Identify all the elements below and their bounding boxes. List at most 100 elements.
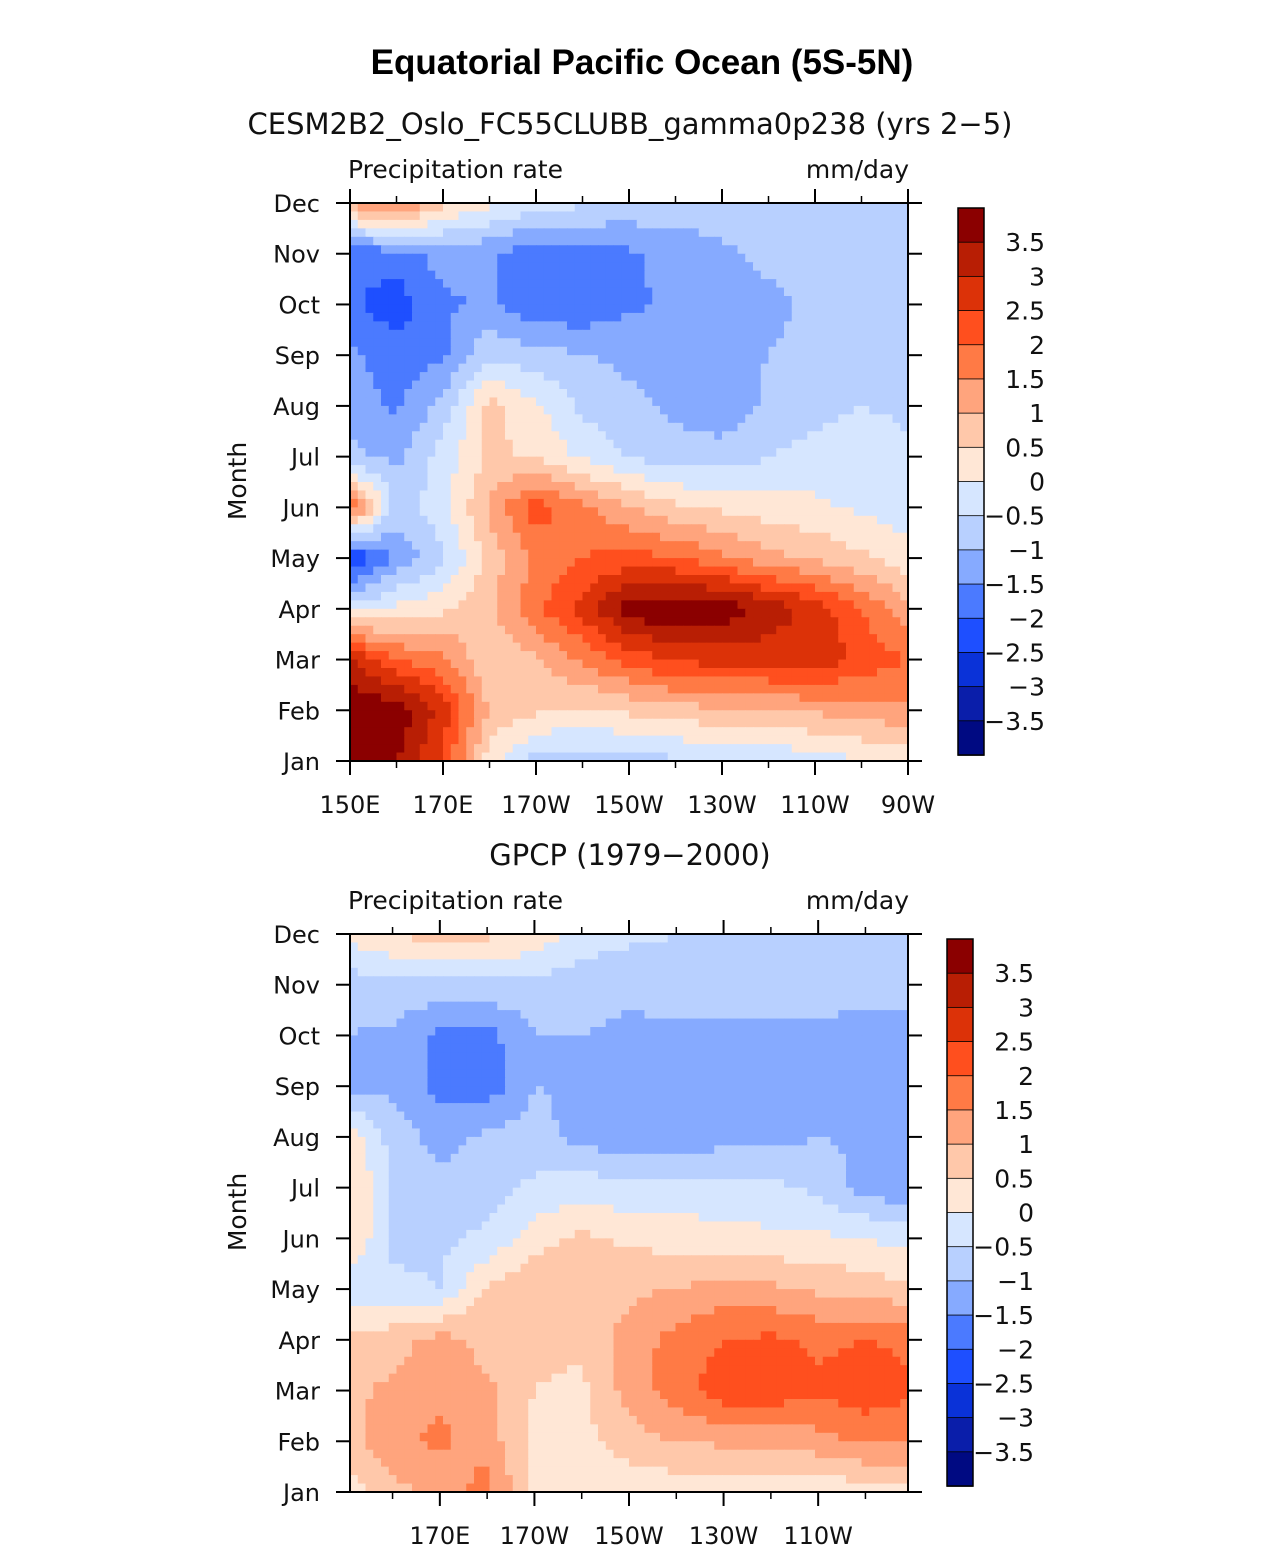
- heat-cell: [745, 439, 754, 449]
- heat-cell: [737, 735, 746, 745]
- heat-cell: [435, 448, 444, 458]
- heat-cell: [443, 727, 452, 737]
- heat-cell: [450, 541, 460, 551]
- heat-cell: [768, 482, 777, 492]
- heat-cell: [574, 304, 584, 314]
- heat-cell: [621, 659, 630, 669]
- heat-cell: [350, 431, 359, 441]
- heat-cell: [698, 575, 708, 585]
- heat-cell: [474, 380, 483, 390]
- heat-cell: [768, 380, 777, 390]
- heat-cell: [853, 219, 863, 229]
- heat-cell: [737, 473, 746, 483]
- heat-cell: [350, 651, 359, 661]
- heat-cell: [613, 507, 622, 517]
- heat-cell: [505, 727, 514, 737]
- heat-cell: [892, 642, 901, 652]
- heat-cell: [450, 304, 460, 314]
- heat-cell: [489, 363, 498, 373]
- heat-cell: [357, 253, 367, 263]
- heat-cell: [396, 389, 405, 399]
- heat-cell: [629, 473, 638, 483]
- heat-cell: [776, 942, 785, 952]
- heat-cell: [497, 465, 506, 475]
- heat-cell: [698, 329, 708, 339]
- heat-cell: [729, 642, 739, 652]
- heat-cell: [528, 304, 537, 314]
- heat-cell: [590, 346, 599, 356]
- heat-cell: [667, 507, 677, 517]
- heat-cell: [714, 651, 723, 661]
- heat-cell: [381, 744, 390, 754]
- heat-cell: [714, 676, 723, 686]
- heat-cell: [753, 312, 762, 322]
- heat-cell: [559, 942, 568, 952]
- heat-cell: [830, 482, 839, 492]
- heat-cell: [683, 439, 692, 449]
- heat-cell: [574, 405, 584, 415]
- heat-cell: [412, 524, 421, 534]
- heat-cell: [605, 465, 615, 475]
- heat-cell: [660, 482, 669, 492]
- heat-cell: [536, 625, 545, 635]
- heat-cell: [745, 312, 754, 322]
- heat-cell: [458, 693, 467, 703]
- heat-cell: [512, 456, 522, 466]
- heat-cell: [598, 448, 607, 458]
- heat-cell: [543, 211, 553, 221]
- heat-cell: [698, 684, 708, 694]
- heat-cell: [830, 279, 839, 289]
- heat-cell: [729, 287, 739, 297]
- heat-cell: [900, 321, 909, 331]
- heat-cell: [698, 752, 708, 762]
- heat-cell: [489, 203, 498, 213]
- heat-cell: [350, 744, 359, 754]
- heat-cell: [357, 642, 367, 652]
- heat-cell: [644, 617, 653, 627]
- heat-cell: [760, 625, 770, 635]
- heat-cell: [412, 363, 421, 373]
- heat-cell: [698, 380, 708, 390]
- heat-cell: [381, 380, 390, 390]
- heat-cell: [613, 482, 622, 492]
- heat-cell: [536, 482, 545, 492]
- heat-cell: [605, 380, 615, 390]
- heat-cell: [621, 735, 630, 745]
- heat-cell: [466, 355, 475, 365]
- heat-cell: [396, 355, 405, 365]
- heat-cell: [598, 304, 607, 314]
- heat-cell: [466, 651, 475, 661]
- heat-cell: [605, 668, 615, 678]
- heat-cell: [621, 346, 630, 356]
- heat-cell: [412, 279, 421, 289]
- heat-cell: [427, 752, 436, 762]
- heat-cell: [892, 296, 901, 306]
- heat-cell: [799, 676, 808, 686]
- heat-cell: [830, 693, 839, 703]
- heat-cell: [443, 405, 452, 415]
- heat-cell: [443, 473, 452, 483]
- heat-cell: [892, 498, 901, 508]
- heat-cell: [419, 727, 429, 737]
- heat-cell: [621, 321, 630, 331]
- heat-cell: [698, 727, 708, 737]
- heat-cell: [660, 659, 669, 669]
- heat-cell: [706, 575, 715, 585]
- heat-cell: [791, 558, 801, 568]
- heat-cell: [698, 482, 708, 492]
- heat-cell: [877, 414, 886, 424]
- heat-cell: [652, 414, 661, 424]
- heat-cell: [737, 211, 746, 221]
- heat-cell: [706, 482, 715, 492]
- heat-cell: [760, 575, 770, 585]
- heat-cell: [466, 684, 475, 694]
- heat-cell: [582, 541, 591, 551]
- heat-cell: [512, 245, 522, 255]
- heat-cell: [381, 219, 390, 229]
- heat-cell: [559, 296, 568, 306]
- heat-cell: [419, 312, 429, 322]
- heat-cell: [613, 710, 622, 720]
- heat-cell: [412, 346, 421, 356]
- heat-cell: [489, 591, 498, 601]
- heat-cell: [505, 515, 514, 525]
